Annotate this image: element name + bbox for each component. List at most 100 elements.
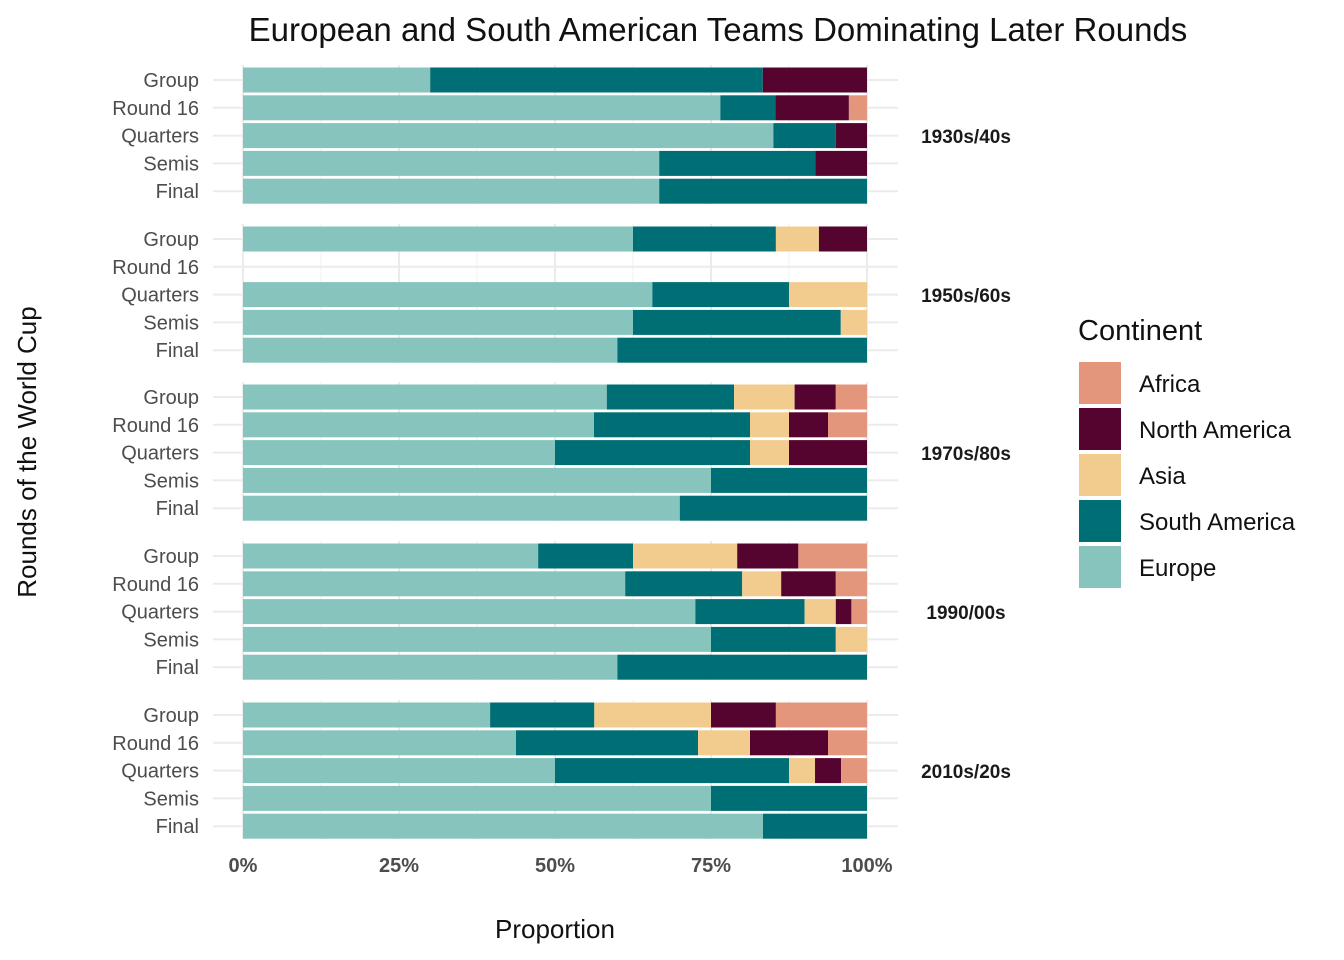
bar-segment-europe bbox=[243, 123, 774, 149]
bar-segment-europe bbox=[243, 309, 633, 335]
legend-key-asia bbox=[1079, 454, 1121, 496]
legend-label: Africa bbox=[1139, 371, 1201, 398]
category-label: Group bbox=[143, 387, 199, 409]
bar-segment-europe bbox=[243, 95, 721, 121]
category-label: Group bbox=[143, 70, 199, 92]
category-label: Round 16 bbox=[112, 733, 199, 755]
legend-key-north-america bbox=[1079, 408, 1121, 450]
bar-segment-europe bbox=[243, 785, 711, 811]
bar-segment-south-america bbox=[711, 467, 867, 493]
x-tick-label: 100% bbox=[841, 855, 892, 877]
bar-segment-north-america bbox=[762, 67, 867, 93]
bar-segment-south-america bbox=[659, 150, 816, 176]
x-axis-ticks: 0% 25% 50% 75% 100% bbox=[229, 855, 893, 877]
bar-segment-europe bbox=[243, 67, 431, 93]
bar-segment-south-america bbox=[490, 702, 595, 728]
bar-segment-asia bbox=[840, 309, 867, 335]
x-axis-title: Proportion bbox=[495, 914, 615, 944]
bar-segment-asia bbox=[789, 758, 816, 784]
bar-segment-south-america bbox=[679, 495, 867, 521]
chart-title: European and South American Teams Domina… bbox=[249, 11, 1188, 48]
category-label: Semis bbox=[143, 153, 199, 175]
facet-strip-label: 1930s/40s bbox=[921, 127, 1011, 148]
x-tick-label: 0% bbox=[229, 855, 258, 877]
bar-segment-asia bbox=[594, 702, 711, 728]
facet-strip-label: 1990/00s bbox=[926, 603, 1005, 624]
bar-segment-north-america bbox=[794, 384, 836, 410]
category-label: Quarters bbox=[121, 126, 199, 148]
bar-segment-europe bbox=[243, 412, 594, 438]
category-label: Round 16 bbox=[112, 574, 199, 596]
category-label: Semis bbox=[143, 312, 199, 334]
x-tick-label: 75% bbox=[691, 855, 731, 877]
bar-segment-south-america bbox=[652, 282, 789, 308]
facet-strip-label: 1950s/60s bbox=[921, 286, 1011, 307]
bar-segment-asia bbox=[750, 412, 789, 438]
category-label: Final bbox=[156, 340, 199, 362]
bar-segment-europe bbox=[243, 337, 618, 363]
bar-segment-asia bbox=[734, 384, 795, 410]
bar-segment-africa bbox=[841, 758, 867, 784]
bar-segment-north-america bbox=[781, 571, 836, 597]
bar-segment-africa bbox=[835, 571, 867, 597]
bar-segment-north-america bbox=[815, 150, 867, 176]
bar-segment-south-america bbox=[773, 123, 836, 149]
bar-segment-north-america bbox=[775, 95, 849, 121]
bar-segment-africa bbox=[775, 702, 867, 728]
bar-segment-north-america bbox=[711, 702, 776, 728]
bar-segment-south-america bbox=[711, 626, 836, 652]
category-label: Semis bbox=[143, 629, 199, 651]
legend-key-africa bbox=[1079, 362, 1121, 404]
bar-segment-europe bbox=[243, 384, 607, 410]
bar-segment-europe bbox=[243, 282, 653, 308]
bar-segment-europe bbox=[243, 150, 660, 176]
legend-key-south-america bbox=[1079, 500, 1121, 542]
category-label: Final bbox=[156, 181, 199, 203]
legend-label: North America bbox=[1139, 417, 1292, 444]
bar-segment-south-america bbox=[555, 758, 789, 784]
bar-segment-south-america bbox=[516, 730, 699, 756]
x-tick-label: 50% bbox=[535, 855, 575, 877]
bar-segment-asia bbox=[750, 440, 789, 466]
bar-segment-europe bbox=[243, 178, 660, 204]
category-label: Semis bbox=[143, 470, 199, 492]
bar-segment-south-america bbox=[762, 813, 867, 839]
bar-segment-north-america bbox=[815, 758, 842, 784]
bar-segment-south-america bbox=[711, 785, 867, 811]
labels-layer: Group Round 16 Quarters Semis Final 1930s/40s… bbox=[112, 70, 1011, 838]
category-label: Quarters bbox=[121, 761, 199, 783]
facet-strip-label: 2010s/20s bbox=[921, 762, 1011, 783]
bar-segment-africa bbox=[828, 412, 867, 438]
bar-segment-south-america bbox=[555, 440, 750, 466]
legend: Continent Africa North America Asia South A… bbox=[1078, 315, 1296, 588]
bar-segment-africa bbox=[851, 599, 867, 625]
bar-segment-europe bbox=[243, 758, 555, 784]
bar-segment-europe bbox=[243, 702, 491, 728]
legend-title: Continent bbox=[1078, 315, 1202, 347]
bar-segment-south-america bbox=[633, 226, 776, 252]
bars-layer bbox=[243, 67, 867, 839]
legend-label: South America bbox=[1139, 509, 1296, 536]
bar-segment-asia bbox=[742, 571, 782, 597]
bar-segment-asia bbox=[789, 282, 867, 308]
category-label: Final bbox=[156, 657, 199, 679]
category-label: Quarters bbox=[121, 443, 199, 465]
bar-segment-south-america bbox=[430, 67, 763, 93]
legend-key-europe bbox=[1079, 546, 1121, 588]
bar-segment-south-america bbox=[538, 543, 633, 569]
bar-segment-asia bbox=[633, 543, 738, 569]
bar-segment-europe bbox=[243, 226, 633, 252]
category-label: Round 16 bbox=[112, 98, 199, 120]
bar-segment-africa bbox=[828, 730, 867, 756]
bar-segment-europe bbox=[243, 599, 696, 625]
bar-segment-asia bbox=[804, 599, 836, 625]
bar-segment-north-america bbox=[789, 440, 867, 466]
bar-segment-north-america bbox=[737, 543, 799, 569]
bar-segment-north-america bbox=[835, 599, 852, 625]
category-label: Round 16 bbox=[112, 257, 199, 279]
bar-segment-africa bbox=[835, 384, 867, 410]
bar-segment-south-america bbox=[617, 337, 867, 363]
y-axis-title: Rounds of the World Cup bbox=[12, 306, 42, 597]
bar-segment-asia bbox=[835, 626, 867, 652]
